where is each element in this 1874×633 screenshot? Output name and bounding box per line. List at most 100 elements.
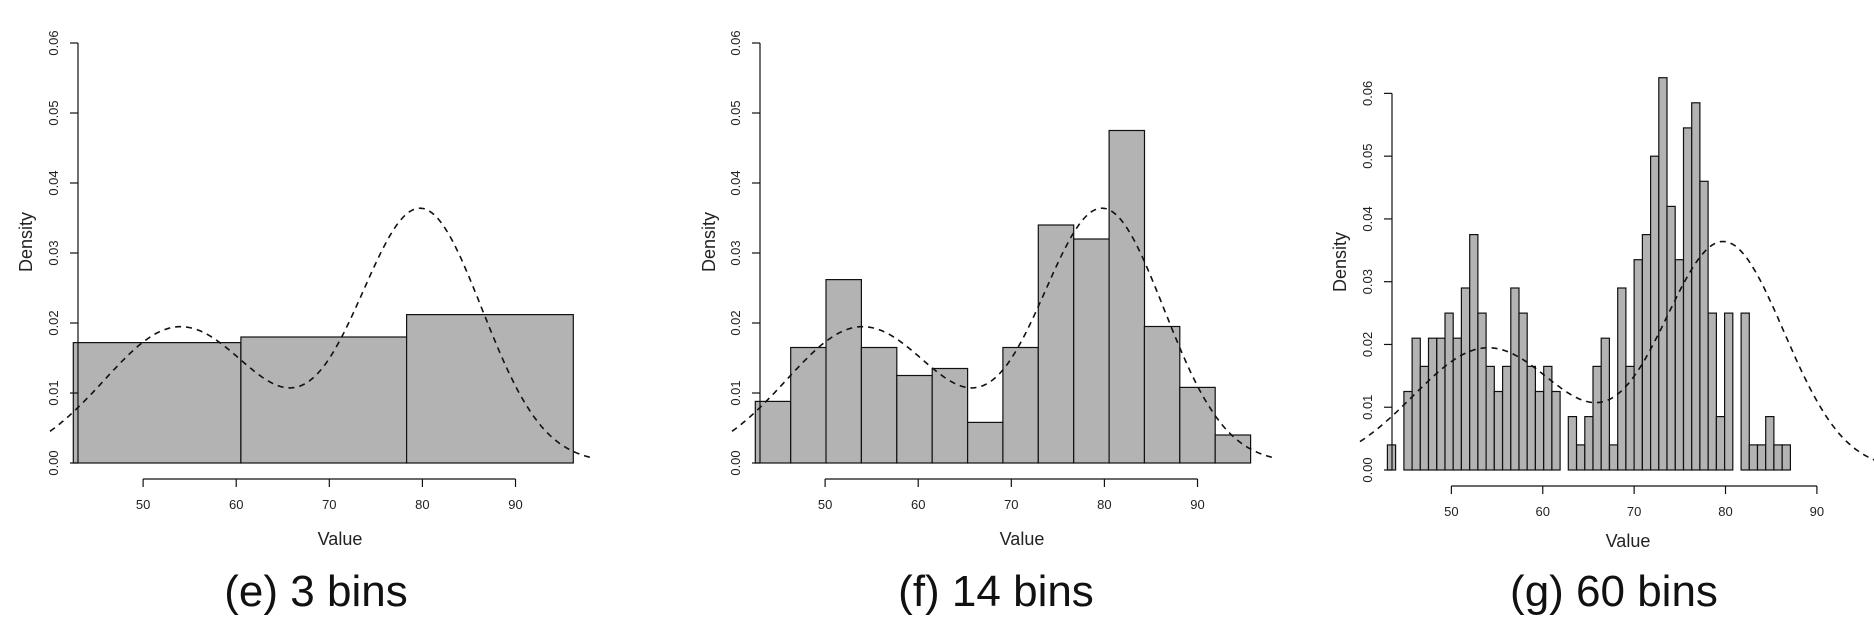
- histogram-bar: [1740, 312, 1750, 471]
- histogram-bar: [1143, 325, 1181, 464]
- histogram-bar: [1452, 337, 1462, 471]
- histogram-bar: [754, 400, 792, 464]
- histogram-bar: [72, 342, 242, 464]
- histogram-bar: [1543, 365, 1553, 471]
- bars-group: [72, 314, 574, 464]
- density-curve-group: [1359, 240, 1874, 461]
- histogram-bar: [1723, 312, 1734, 471]
- histogram-bar: [966, 421, 1004, 464]
- y-tick-label: 0.00: [1360, 457, 1375, 482]
- y-tick-label: 0.01: [46, 380, 61, 405]
- y-tick-label: 0.03: [46, 240, 61, 265]
- density-curve: [49, 207, 591, 459]
- x-tick-label: 80: [1718, 504, 1732, 519]
- bars-group: [754, 129, 1252, 464]
- caption: (f) 14 bins: [898, 567, 1094, 616]
- x-tick-label: 90: [508, 497, 522, 512]
- histogram-bar: [1526, 365, 1536, 471]
- y-tick-label: 0.04: [46, 170, 61, 195]
- histogram-bar: [240, 336, 408, 464]
- x-axis-title: Value: [1000, 529, 1045, 549]
- histogram-bar: [1699, 180, 1709, 471]
- histogram-bar: [1518, 312, 1528, 471]
- histogram-bar: [1501, 365, 1512, 471]
- y-tick-label: 0.04: [728, 170, 743, 195]
- y-tick-label: 0.01: [728, 380, 743, 405]
- axes-group: 0.00 0.01 0.02 0.03 0.04 0.05 0.06 50 60 70 80 90: [46, 30, 523, 512]
- x-tick-label: 50: [136, 497, 150, 512]
- histogram-bar: [1649, 155, 1660, 471]
- panel-e-3-bins: 0.00 0.01 0.02 0.03 0.04 0.05 0.06 50 60 70 80 90 V…: [16, 30, 591, 616]
- histogram-bar: [1510, 287, 1520, 471]
- y-tick-label: 0.02: [1360, 332, 1375, 357]
- x-tick-label: 90: [1810, 504, 1824, 519]
- histogram-bar: [1436, 337, 1446, 471]
- histogram-bar: [1444, 312, 1454, 471]
- axes-group: 0.00 0.01 0.02 0.03 0.04 0.05 0.06 50 60 70 80 90: [1360, 81, 1824, 519]
- histogram-bar: [1617, 287, 1627, 471]
- histogram-bar: [896, 374, 933, 464]
- histogram-bar: [1592, 365, 1602, 471]
- histogram-bar: [1427, 337, 1438, 471]
- y-tick-label: 0.05: [728, 100, 743, 125]
- histogram-bar: [1493, 390, 1504, 471]
- histogram-bar: [1707, 312, 1717, 471]
- x-tick-label: 80: [415, 497, 429, 512]
- histogram-bar: [406, 314, 574, 464]
- axes-group: 0.00 0.01 0.02 0.03 0.04 0.05 0.06 50 60 70 80 90: [728, 30, 1205, 512]
- x-tick-label: 70: [1627, 504, 1641, 519]
- histogram-bar: [1411, 337, 1421, 471]
- histogram-bar: [1625, 365, 1635, 471]
- x-tick-label: 80: [1097, 497, 1111, 512]
- y-axis-title: Density: [699, 212, 719, 272]
- density-curve-group: [49, 207, 591, 459]
- histogram-bar: [1765, 416, 1775, 471]
- density-curve: [1359, 240, 1874, 461]
- y-tick-label: 0.01: [1360, 395, 1375, 420]
- histogram-bar: [1179, 386, 1216, 464]
- histogram-bar: [1534, 390, 1545, 471]
- caption: (e) 3 bins: [224, 567, 407, 616]
- caption: (g) 60 bins: [1510, 567, 1718, 616]
- x-axis-title: Value: [1606, 531, 1651, 551]
- histogram-bar: [1584, 416, 1594, 471]
- histogram-bar: [1575, 444, 1586, 471]
- x-tick-label: 90: [1190, 497, 1204, 512]
- y-axis-title: Density: [1330, 232, 1350, 292]
- histogram-bar: [1658, 77, 1668, 471]
- panel-f-14-bins: 0.00 0.01 0.02 0.03 0.04 0.05 0.06 50 60 70 80 90 V…: [699, 30, 1273, 616]
- histogram-bar: [860, 346, 898, 464]
- histogram-bar: [1567, 416, 1578, 471]
- histogram-bar: [1682, 127, 1693, 471]
- histogram-bar: [1641, 234, 1652, 471]
- histogram-bar: [1715, 416, 1726, 471]
- y-tick-label: 0.02: [728, 310, 743, 335]
- x-tick-label: 70: [1004, 497, 1018, 512]
- x-tick-label: 50: [818, 497, 832, 512]
- y-tick-label: 0.00: [46, 450, 61, 475]
- y-tick-label: 0.06: [1360, 81, 1375, 106]
- y-tick-label: 0.04: [1360, 206, 1375, 231]
- x-tick-label: 60: [1536, 504, 1550, 519]
- histogram-bar: [1748, 444, 1759, 471]
- histogram-bar: [1551, 390, 1561, 471]
- histogram-bar: [1460, 287, 1471, 471]
- histogram-bar: [1469, 234, 1479, 471]
- density-curve: [731, 207, 1273, 459]
- x-tick-label: 60: [911, 497, 925, 512]
- x-tick-label: 50: [1444, 504, 1458, 519]
- histogram-bar: [1073, 238, 1110, 464]
- histogram-bar: [1037, 224, 1075, 464]
- histogram-bar: [1477, 312, 1487, 471]
- y-tick-label: 0.06: [728, 30, 743, 55]
- x-tick-label: 70: [322, 497, 336, 512]
- y-tick-label: 0.05: [46, 100, 61, 125]
- histogram-bar: [1608, 444, 1619, 471]
- histogram-bar: [931, 367, 969, 464]
- histogram-bar: [1756, 444, 1767, 471]
- histogram-bar: [1485, 365, 1495, 471]
- x-axis-title: Value: [318, 529, 363, 549]
- density-curve-group: [731, 207, 1273, 459]
- histogram-bar: [1002, 346, 1039, 464]
